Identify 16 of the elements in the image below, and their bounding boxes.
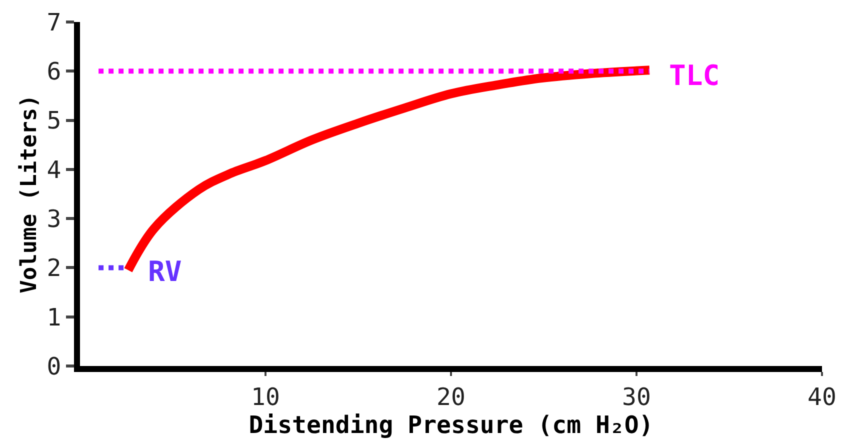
x-tick-label: 10: [251, 382, 280, 411]
x-tick-label: 40: [808, 382, 836, 411]
annotation: TLC: [669, 59, 720, 92]
y-axis-title: Volume (Liters): [17, 94, 42, 294]
y-tick-label: 2: [46, 254, 62, 282]
y-tick-label: 1: [46, 303, 62, 332]
x-tick-label: 20: [436, 382, 466, 411]
annotation: RV: [148, 255, 182, 288]
y-tick-label: 5: [46, 106, 62, 135]
y-tick-label: 4: [46, 156, 62, 184]
y-tick-label: 3: [46, 204, 62, 233]
y-tick-label: 0: [46, 352, 62, 380]
y-tick-label: 7: [46, 8, 62, 36]
x-tick-label: 30: [622, 382, 651, 411]
x-axis-title: Distending Pressure (cm H₂O): [248, 410, 654, 439]
y-tick-label: 6: [46, 58, 62, 86]
